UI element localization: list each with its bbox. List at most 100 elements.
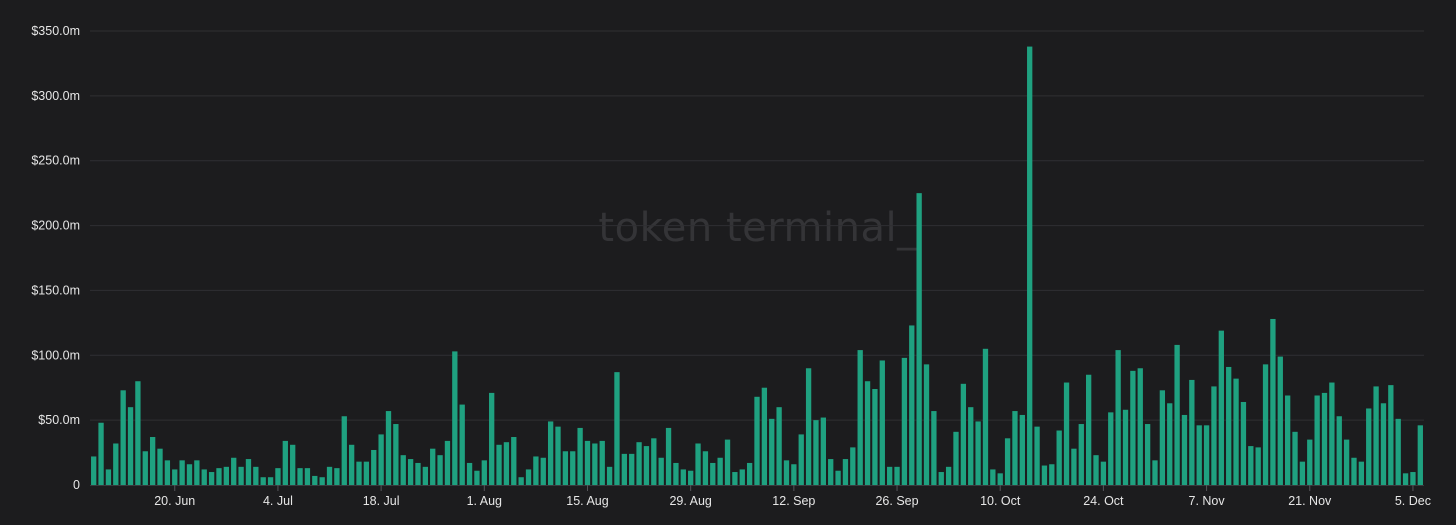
bar[interactable] [850,447,856,485]
bar[interactable] [1071,448,1077,485]
bar[interactable] [444,440,451,485]
bar[interactable] [511,437,517,485]
bar[interactable] [916,193,922,485]
bar[interactable] [931,411,937,485]
bar[interactable] [1373,386,1379,485]
bar[interactable] [1314,395,1320,486]
bar[interactable] [1100,461,1107,485]
bar[interactable] [481,460,487,485]
bar[interactable] [452,351,458,485]
bar[interactable] [643,446,650,485]
bar[interactable] [1380,403,1387,485]
bar[interactable] [267,477,274,485]
bar[interactable] [1262,364,1269,485]
bar[interactable] [577,427,583,485]
bar[interactable] [1248,446,1254,485]
bar[interactable] [732,472,738,485]
bar[interactable] [1211,386,1217,485]
bar[interactable] [297,468,303,485]
bar[interactable] [960,383,967,485]
bar[interactable] [658,457,664,485]
bar[interactable] [599,440,605,485]
bar[interactable] [1255,447,1261,485]
bar[interactable] [1402,473,1409,485]
bar[interactable] [1137,368,1143,485]
bar[interactable] [334,468,340,485]
bar[interactable] [1366,408,1372,485]
bar[interactable] [894,466,900,485]
bar[interactable] [665,427,672,485]
bar[interactable] [319,477,325,485]
bar[interactable] [982,348,989,485]
bar[interactable] [688,470,694,485]
bar[interactable] [813,420,819,485]
bar[interactable] [835,470,841,485]
bar[interactable] [223,466,229,485]
bar[interactable] [275,468,281,485]
bar[interactable] [363,461,370,485]
bar[interactable] [614,372,620,485]
bar[interactable] [1292,431,1298,485]
bar[interactable] [371,449,377,485]
bar[interactable] [1181,414,1188,485]
bar[interactable] [356,461,362,485]
bar[interactable] [820,417,826,485]
bar[interactable] [407,459,414,485]
bar[interactable] [422,466,428,485]
bar[interactable] [533,456,539,485]
bar[interactable] [437,455,443,485]
bar[interactable] [1329,382,1335,485]
bar[interactable] [304,468,311,485]
bar[interactable] [1063,382,1070,485]
bar[interactable] [459,404,465,485]
bar[interactable] [540,457,546,485]
bar[interactable] [1115,350,1121,485]
bar[interactable] [179,460,185,485]
bar[interactable] [149,437,156,485]
bar[interactable] [1343,439,1350,485]
bar[interactable] [968,407,974,485]
bar[interactable] [496,444,502,485]
bar[interactable] [430,448,436,485]
bar[interactable] [1240,401,1247,485]
bar[interactable] [584,440,591,485]
bar[interactable] [238,466,244,485]
bar[interactable] [1321,392,1328,485]
bar[interactable] [518,477,524,485]
bar[interactable] [636,442,642,485]
bar[interactable] [1218,330,1224,485]
bar[interactable] [385,411,392,485]
bar[interactable] [864,381,871,485]
bar[interactable] [776,407,782,485]
bar[interactable] [312,475,318,485]
bar[interactable] [1203,425,1210,485]
bar[interactable] [1041,465,1048,485]
bar[interactable] [1410,472,1416,485]
bar[interactable] [1049,464,1055,485]
bar[interactable] [489,392,495,485]
bar[interactable] [805,368,812,485]
bar[interactable] [1056,430,1062,485]
bar[interactable] [555,426,561,485]
bar[interactable] [828,459,834,485]
bar[interactable] [990,469,996,485]
bar[interactable] [1196,425,1202,485]
bar[interactable] [525,469,532,485]
bar[interactable] [1395,418,1401,485]
bar[interactable] [1152,460,1158,485]
bar[interactable] [378,434,384,485]
bar[interactable] [91,456,97,485]
bar[interactable] [1358,461,1365,485]
bar[interactable] [570,451,576,485]
bar[interactable] [113,443,119,485]
bar[interactable] [201,469,207,485]
bar[interactable] [1086,374,1092,485]
bar[interactable] [231,457,237,485]
bar[interactable] [872,389,878,485]
bar[interactable] [562,451,569,485]
bar[interactable] [769,418,775,485]
bar[interactable] [157,448,163,485]
bar[interactable] [997,473,1003,485]
bar[interactable] [474,470,480,485]
bar[interactable] [945,466,952,485]
